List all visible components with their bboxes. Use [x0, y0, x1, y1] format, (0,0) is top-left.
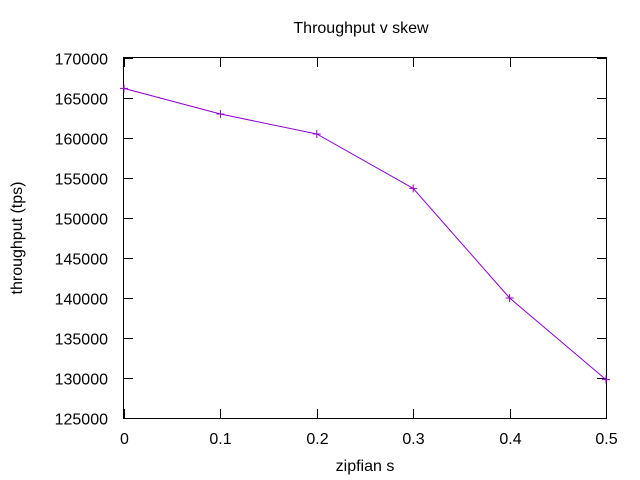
x-axis-title: zipfian s	[336, 458, 395, 475]
plot-frame	[123, 57, 607, 419]
plot-area	[120, 84, 610, 384]
x-tick-label: 0.4	[499, 431, 521, 448]
y-tick-label: 140000	[55, 292, 108, 309]
x-tick-label: 0.1	[209, 431, 231, 448]
data-point	[505, 294, 514, 302]
y-tick-label: 130000	[55, 372, 108, 389]
x-tick-label: 0.5	[595, 431, 617, 448]
y-tick-label: 155000	[55, 172, 108, 189]
data-point	[409, 184, 418, 193]
y-tick-label: 160000	[55, 132, 108, 149]
chart-title: Throughput v skew	[293, 20, 429, 37]
y-tick-label: 125000	[55, 412, 108, 429]
y-tick-label: 165000	[55, 92, 108, 109]
y-tick-label: 135000	[55, 332, 108, 349]
data-point	[120, 84, 128, 93]
data-point	[602, 375, 610, 384]
y-axis: 125000 130000 135000 140000 145000 150000 1550…	[55, 52, 606, 429]
x-tick-label: 0.2	[306, 431, 328, 448]
y-tick-label: 170000	[55, 52, 108, 69]
y-tick-label: 145000	[55, 252, 108, 269]
x-tick-label: 0.3	[402, 431, 424, 448]
data-point	[216, 110, 225, 118]
y-tick-label: 150000	[55, 212, 108, 229]
series-line	[123, 87, 607, 380]
data-point	[312, 130, 321, 138]
x-tick-label: 0	[120, 431, 129, 448]
y-axis-title: throughput (tps)	[9, 182, 26, 295]
x-axis: 0 0.1 0.2 0.3 0.4 0.5	[120, 58, 618, 448]
